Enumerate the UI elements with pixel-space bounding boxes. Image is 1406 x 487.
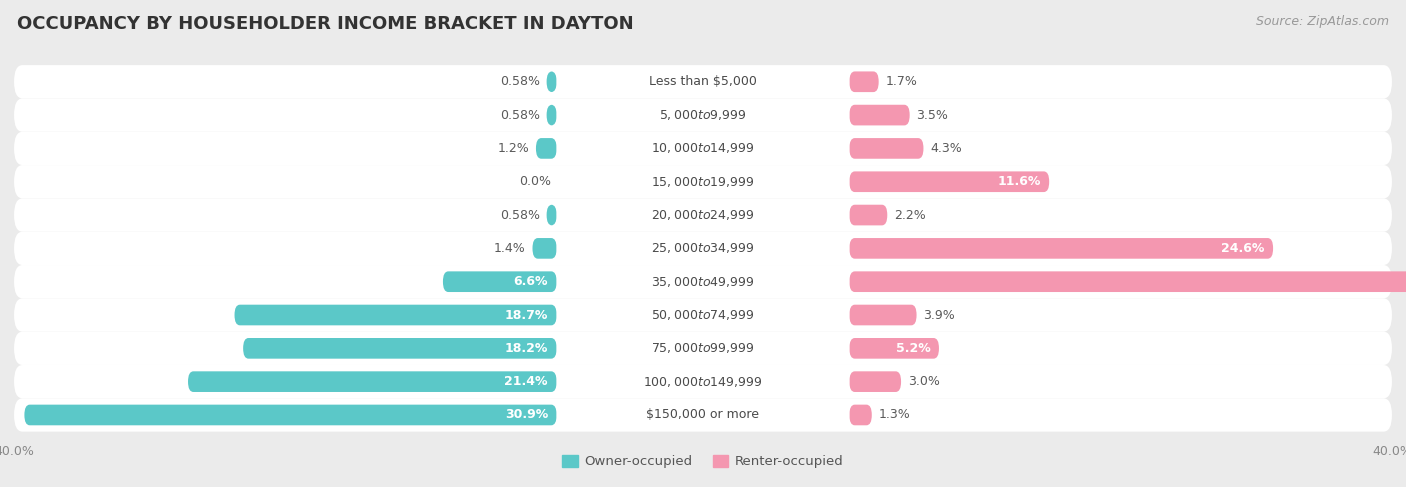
- Text: $35,000 to $49,999: $35,000 to $49,999: [651, 275, 755, 289]
- FancyBboxPatch shape: [849, 171, 1049, 192]
- FancyBboxPatch shape: [849, 405, 872, 425]
- FancyBboxPatch shape: [14, 165, 1392, 198]
- FancyBboxPatch shape: [849, 138, 924, 159]
- FancyBboxPatch shape: [557, 171, 849, 192]
- Text: OCCUPANCY BY HOUSEHOLDER INCOME BRACKET IN DAYTON: OCCUPANCY BY HOUSEHOLDER INCOME BRACKET …: [17, 15, 634, 33]
- FancyBboxPatch shape: [557, 238, 849, 259]
- FancyBboxPatch shape: [536, 138, 557, 159]
- Text: $150,000 or more: $150,000 or more: [647, 409, 759, 421]
- Text: 11.6%: 11.6%: [997, 175, 1040, 188]
- FancyBboxPatch shape: [14, 65, 1392, 98]
- Text: $20,000 to $24,999: $20,000 to $24,999: [651, 208, 755, 222]
- Text: $75,000 to $99,999: $75,000 to $99,999: [651, 341, 755, 356]
- Text: 0.0%: 0.0%: [519, 175, 551, 188]
- Text: Less than $5,000: Less than $5,000: [650, 75, 756, 88]
- FancyBboxPatch shape: [14, 332, 1392, 365]
- FancyBboxPatch shape: [547, 72, 557, 92]
- FancyBboxPatch shape: [14, 365, 1392, 398]
- FancyBboxPatch shape: [849, 371, 901, 392]
- FancyBboxPatch shape: [14, 198, 1392, 232]
- Text: 3.0%: 3.0%: [908, 375, 939, 388]
- Text: $100,000 to $149,999: $100,000 to $149,999: [644, 375, 762, 389]
- Text: 24.6%: 24.6%: [1222, 242, 1264, 255]
- Text: $50,000 to $74,999: $50,000 to $74,999: [651, 308, 755, 322]
- FancyBboxPatch shape: [188, 371, 557, 392]
- FancyBboxPatch shape: [557, 205, 849, 225]
- Text: 0.58%: 0.58%: [499, 109, 540, 122]
- Text: 0.58%: 0.58%: [499, 208, 540, 222]
- Text: 6.6%: 6.6%: [513, 275, 548, 288]
- Text: $5,000 to $9,999: $5,000 to $9,999: [659, 108, 747, 122]
- FancyBboxPatch shape: [243, 338, 557, 358]
- Text: 18.7%: 18.7%: [505, 308, 548, 321]
- FancyBboxPatch shape: [14, 398, 1392, 431]
- Text: 3.5%: 3.5%: [917, 109, 949, 122]
- FancyBboxPatch shape: [557, 405, 849, 425]
- Text: 1.7%: 1.7%: [886, 75, 918, 88]
- FancyBboxPatch shape: [557, 138, 849, 159]
- FancyBboxPatch shape: [849, 238, 1272, 259]
- FancyBboxPatch shape: [14, 232, 1392, 265]
- Text: 1.4%: 1.4%: [494, 242, 526, 255]
- FancyBboxPatch shape: [849, 305, 917, 325]
- Text: 5.2%: 5.2%: [896, 342, 931, 355]
- FancyBboxPatch shape: [547, 105, 557, 126]
- Text: 2.2%: 2.2%: [894, 208, 927, 222]
- FancyBboxPatch shape: [557, 72, 849, 92]
- FancyBboxPatch shape: [849, 205, 887, 225]
- FancyBboxPatch shape: [14, 265, 1392, 299]
- FancyBboxPatch shape: [557, 371, 849, 392]
- Text: 0.58%: 0.58%: [499, 75, 540, 88]
- FancyBboxPatch shape: [849, 105, 910, 126]
- Text: $25,000 to $34,999: $25,000 to $34,999: [651, 242, 755, 255]
- Text: 1.2%: 1.2%: [498, 142, 529, 155]
- FancyBboxPatch shape: [14, 98, 1392, 132]
- Text: 3.9%: 3.9%: [924, 308, 955, 321]
- FancyBboxPatch shape: [849, 271, 1406, 292]
- FancyBboxPatch shape: [533, 238, 557, 259]
- FancyBboxPatch shape: [235, 305, 557, 325]
- Text: Source: ZipAtlas.com: Source: ZipAtlas.com: [1256, 15, 1389, 28]
- Text: 18.2%: 18.2%: [505, 342, 548, 355]
- FancyBboxPatch shape: [557, 305, 849, 325]
- FancyBboxPatch shape: [557, 338, 849, 358]
- FancyBboxPatch shape: [557, 271, 849, 292]
- Legend: Owner-occupied, Renter-occupied: Owner-occupied, Renter-occupied: [557, 450, 849, 473]
- FancyBboxPatch shape: [24, 405, 557, 425]
- FancyBboxPatch shape: [547, 205, 557, 225]
- FancyBboxPatch shape: [849, 338, 939, 358]
- Text: 21.4%: 21.4%: [505, 375, 548, 388]
- Text: $10,000 to $14,999: $10,000 to $14,999: [651, 141, 755, 155]
- FancyBboxPatch shape: [14, 132, 1392, 165]
- Text: 30.9%: 30.9%: [505, 409, 548, 421]
- FancyBboxPatch shape: [849, 72, 879, 92]
- Text: $15,000 to $19,999: $15,000 to $19,999: [651, 175, 755, 189]
- FancyBboxPatch shape: [443, 271, 557, 292]
- Text: 4.3%: 4.3%: [931, 142, 962, 155]
- FancyBboxPatch shape: [557, 105, 849, 126]
- Text: 1.3%: 1.3%: [879, 409, 911, 421]
- FancyBboxPatch shape: [14, 299, 1392, 332]
